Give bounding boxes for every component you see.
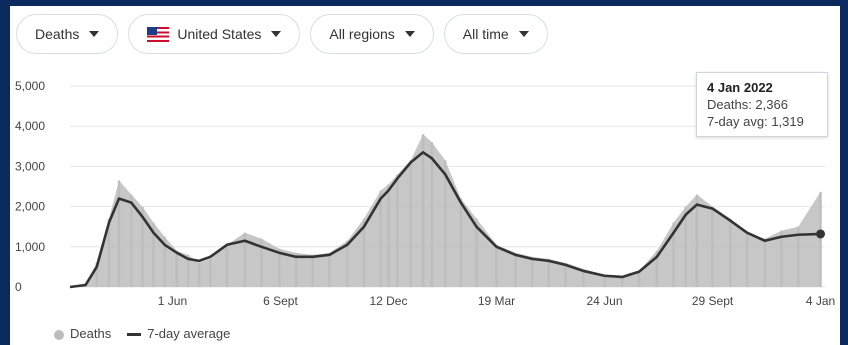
deaths-bar: [763, 238, 767, 287]
time-dropdown[interactable]: All time: [443, 14, 548, 54]
deaths-bar: [346, 240, 349, 287]
deaths-bar: [197, 262, 201, 287]
hover-point: [816, 229, 826, 239]
deaths-bar: [695, 194, 699, 287]
deaths-bar: [819, 191, 822, 287]
filter-toolbar: Deaths United States All regions All tim…: [16, 14, 548, 54]
deaths-bar: [530, 256, 534, 287]
deaths-bar: [294, 252, 298, 287]
legend-item-deaths[interactable]: Deaths: [54, 326, 111, 341]
metric-label: Deaths: [35, 26, 80, 42]
deaths-bar: [409, 160, 412, 287]
deaths-bar: [379, 190, 382, 287]
tooltip-marker: [816, 229, 826, 239]
chart-legend: Deaths 7-day average: [54, 326, 230, 341]
deaths-bar: [444, 160, 447, 287]
x-tick-label: 19 Mar: [478, 294, 515, 308]
deaths-bar: [711, 206, 714, 287]
deaths-bar: [564, 262, 567, 287]
legend-label-avg: 7-day average: [147, 326, 231, 341]
avg-series-line: [69, 151, 821, 289]
deaths-bar: [95, 262, 98, 287]
region-dropdown[interactable]: All regions: [310, 14, 434, 54]
y-tick-label: 1,000: [15, 240, 45, 254]
deaths-bar: [672, 222, 675, 287]
deaths-bar: [328, 252, 331, 287]
deaths-bar: [475, 218, 478, 287]
x-tick-label: 4 Jan: [806, 294, 835, 308]
deaths-bar: [745, 232, 749, 287]
legend-label-deaths: Deaths: [70, 326, 112, 341]
legend-item-avg[interactable]: 7-day average: [127, 326, 230, 341]
deaths-bar: [260, 238, 263, 287]
deaths-bar: [780, 230, 783, 287]
tooltip-date: 4 Jan 2022: [707, 80, 773, 95]
deaths-bar: [387, 184, 390, 287]
country-dropdown[interactable]: United States: [128, 14, 301, 54]
y-tick-label: 5,000: [15, 79, 45, 93]
x-tick-label: 6 Sept: [263, 294, 298, 308]
chevron-down-icon: [404, 31, 415, 37]
chevron-down-icon: [518, 31, 529, 37]
deaths-bar: [117, 180, 121, 287]
deaths-bar: [175, 250, 179, 287]
deaths-bar: [582, 268, 585, 287]
deaths-bar: [621, 276, 624, 287]
deaths-bar: [729, 218, 732, 287]
deaths-bar: [514, 252, 517, 287]
time-label: All time: [462, 26, 509, 42]
deaths-chart[interactable]: 0 1,000 2,000 3,000 4,000 5,000 1 Jun 6 Sept 12…: [10, 6, 840, 326]
deaths-bar: [107, 218, 111, 287]
deaths-bar: [362, 218, 366, 287]
x-tick-label: 12 Dec: [369, 294, 407, 308]
deaths-bar: [459, 198, 463, 287]
deaths-bar: [278, 248, 281, 287]
y-tick-label: 4,000: [15, 119, 45, 133]
deaths-bar: [209, 258, 212, 287]
deaths-bar: [421, 134, 425, 287]
x-tick-label: 1 Jun: [158, 294, 187, 308]
y-tick-label: 2,000: [15, 200, 45, 214]
deaths-bar: [655, 250, 659, 287]
deaths-bar: [684, 206, 688, 287]
chart-panel: Deaths United States All regions All tim…: [10, 6, 840, 345]
deaths-bar: [430, 142, 434, 287]
country-label: United States: [177, 26, 262, 42]
deaths-bar: [225, 244, 229, 287]
deaths-bar: [547, 258, 551, 287]
y-axis: 0 1,000 2,000 3,000 4,000 5,000: [15, 79, 45, 294]
metric-dropdown[interactable]: Deaths: [16, 14, 119, 54]
x-tick-label: 24 Jun: [586, 294, 622, 308]
legend-line-icon: [127, 333, 142, 337]
region-label: All regions: [329, 26, 395, 42]
deaths-bar: [243, 232, 247, 287]
deaths-bars: [70, 134, 822, 287]
deaths-bar: [311, 254, 314, 287]
deaths-bar: [396, 174, 399, 287]
tooltip-deaths: Deaths: 2,366: [707, 97, 788, 112]
legend-dot-icon: [54, 329, 64, 340]
deaths-bar: [797, 226, 800, 287]
us-flag-icon: [147, 26, 170, 42]
deaths-bar: [163, 236, 166, 287]
deaths-bar: [141, 206, 144, 287]
chevron-down-icon: [271, 31, 282, 37]
deaths-bar: [603, 274, 606, 287]
deaths-bar: [152, 222, 155, 287]
y-tick-label: 0: [15, 280, 22, 294]
y-tick-label: 3,000: [15, 159, 45, 173]
tooltip-avg: 7-day avg: 1,319: [707, 114, 804, 129]
x-axis: 1 Jun 6 Sept 12 Dec 19 Mar 24 Jun 29 Sept 4 Ja…: [158, 294, 835, 308]
hover-tooltip: 4 Jan 2022 Deaths: 2,366 7-day avg: 1,31…: [696, 72, 828, 137]
deaths-bar: [186, 254, 190, 287]
x-tick-label: 29 Sept: [692, 294, 734, 308]
chevron-down-icon: [89, 31, 100, 37]
deaths-bar: [637, 270, 641, 287]
avg-line: [69, 151, 821, 289]
deaths-bar: [495, 244, 498, 287]
deaths-bar: [130, 194, 133, 287]
